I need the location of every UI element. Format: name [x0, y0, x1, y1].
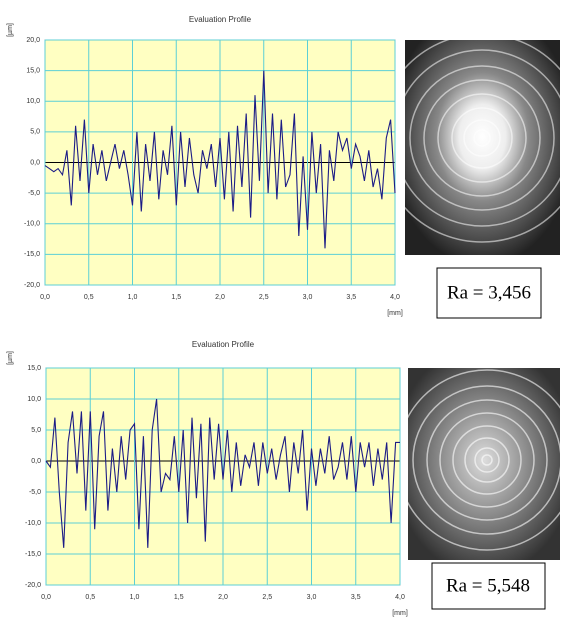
chart-title: Evaluation Profile	[189, 15, 252, 24]
profile-line	[45, 398, 400, 548]
y-tick-label: 10,0	[26, 98, 40, 105]
y-tick-label: 20,0	[26, 37, 40, 44]
profile-line	[44, 70, 396, 249]
x-tick-label: 0,5	[85, 594, 95, 601]
x-tick-label: 2,0	[218, 594, 228, 601]
ra-box	[431, 562, 546, 610]
x-tick-label: 1,0	[128, 294, 138, 301]
x-axis-label: [mm]	[387, 310, 403, 317]
x-tick-label: 0,5	[84, 294, 94, 301]
y-tick-label: 0,0	[31, 458, 41, 465]
x-tick-label: 2,5	[259, 294, 269, 301]
y-tick-label: 10,0	[27, 396, 41, 403]
y-tick-label: 5,0	[31, 427, 41, 434]
y-tick-label: 0,0	[30, 159, 40, 166]
y-tick-label: 15,0	[27, 365, 41, 372]
y-tick-label: -5,0	[29, 489, 41, 496]
y-tick-label: -20,0	[24, 282, 40, 289]
ra-box	[436, 267, 542, 319]
y-tick-label: 15,0	[26, 67, 40, 74]
ra-label: Ra = 5,548	[446, 575, 530, 596]
x-tick-label: 3,0	[303, 294, 313, 301]
x-tick-label: 1,0	[130, 594, 140, 601]
y-axis-label: [µm]	[7, 351, 14, 365]
x-tick-label: 3,5	[346, 294, 356, 301]
y-tick-label: -15,0	[24, 251, 40, 258]
x-tick-label: 3,0	[307, 594, 317, 601]
x-tick-label: 4,0	[390, 294, 400, 301]
x-tick-label: 2,0	[215, 294, 225, 301]
y-axis-label: [µm]	[7, 23, 14, 37]
y-tick-label: 5,0	[30, 129, 40, 136]
sample-image	[396, 368, 565, 560]
x-tick-label: 4,0	[395, 594, 405, 601]
y-tick-label: -10,0	[24, 221, 40, 228]
x-axis-label: [mm]	[392, 610, 408, 617]
x-tick-label: 0,0	[41, 594, 51, 601]
y-tick-label: -15,0	[25, 551, 41, 558]
y-tick-label: -10,0	[25, 520, 41, 527]
chart-title: Evaluation Profile	[192, 340, 255, 349]
y-tick-label: -20,0	[25, 582, 41, 589]
x-tick-label: 3,5	[351, 594, 361, 601]
x-tick-label: 0,0	[40, 294, 50, 301]
sample-image	[377, 33, 565, 255]
x-tick-label: 2,5	[262, 594, 272, 601]
x-tick-label: 1,5	[174, 594, 184, 601]
x-tick-label: 1,5	[171, 294, 181, 301]
ra-label: Ra = 3,456	[447, 282, 531, 303]
y-tick-label: -5,0	[28, 190, 40, 197]
